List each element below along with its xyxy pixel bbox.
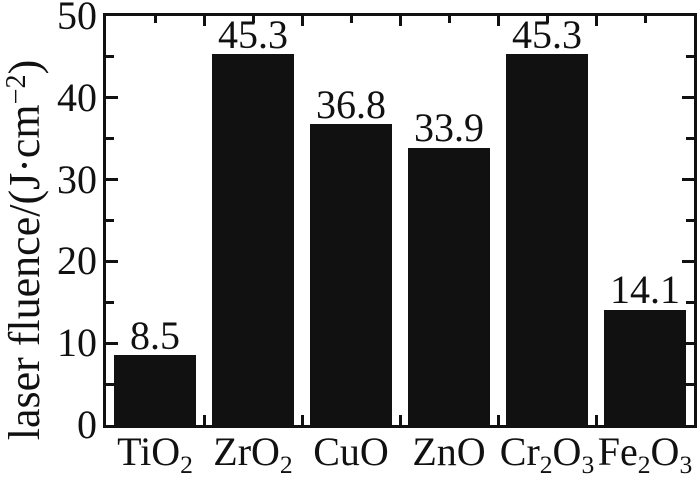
y-axis-tick-right <box>686 382 694 386</box>
x-axis-tick-top <box>202 16 206 26</box>
x-axis-tick-bottom <box>447 418 451 425</box>
y-axis-tick-left <box>106 137 114 141</box>
x-axis-tick-top <box>300 16 304 26</box>
x-axis-tick-bottom <box>496 415 500 425</box>
bar-Fe2O3 <box>604 309 686 425</box>
x-axis-tick-bottom <box>300 415 304 425</box>
y-tick-label: 40 <box>57 74 97 120</box>
subscript: 2 <box>180 450 193 477</box>
subscript: 2 <box>539 450 553 477</box>
bar-TiO2 <box>114 355 196 425</box>
y-axis-tick-left <box>106 55 114 59</box>
y-axis-tick-right <box>686 219 694 222</box>
bar-value-label: 33.9 <box>414 105 484 151</box>
x-category-label: TiO2 <box>117 431 193 477</box>
y-axis-tick-right <box>686 137 694 141</box>
x-axis-tick-bottom <box>643 418 647 425</box>
bar-value-label: 36.8 <box>316 81 386 127</box>
bar-Cr2O3 <box>506 54 588 425</box>
y-axis-tick-right <box>682 341 694 345</box>
y-tick-label: 10 <box>57 320 97 366</box>
bar-ZnO <box>408 147 490 425</box>
y-tick-label: 30 <box>57 156 97 202</box>
x-axis-tick-bottom <box>594 415 598 425</box>
subscript: 3 <box>581 450 595 477</box>
y-axis-tick-right <box>682 178 694 182</box>
x-axis-tick-bottom <box>398 415 402 425</box>
x-axis-tick-bottom <box>251 418 255 425</box>
y-axis-tick-left <box>106 178 118 182</box>
y-axis-tick-right <box>686 55 694 59</box>
x-axis-tick-top <box>447 16 451 23</box>
x-axis-tick-bottom <box>153 418 157 425</box>
plot-inner: 8.5 45.3 36.8 33.9 45.3 14.1 <box>106 13 694 425</box>
subscript: 2 <box>637 450 651 477</box>
x-category-label: ZrO2 <box>213 431 292 477</box>
y-tick-label: 50 <box>57 0 97 38</box>
y-axis-tick-left <box>106 341 118 345</box>
y-tick-label: 20 <box>57 238 97 284</box>
x-axis-tick-bottom <box>349 418 353 425</box>
x-axis-tick-top <box>349 16 353 23</box>
y-axis-tick-left <box>106 96 118 100</box>
x-axis-tick-top <box>643 16 647 23</box>
y-axis-tick-left <box>106 382 114 386</box>
bar-CuO <box>310 123 392 425</box>
x-category-label: Fe2O3 <box>598 431 692 477</box>
x-axis-tick-bottom <box>545 418 549 425</box>
bar-value-label: 14.1 <box>610 267 680 313</box>
y-axis-tick-right <box>686 300 694 304</box>
x-axis-tick-top <box>153 16 157 23</box>
subscript: 3 <box>679 450 693 477</box>
x-axis-tick-top <box>545 16 549 23</box>
y-axis-tick-left <box>106 259 118 263</box>
bar-value-label: 8.5 <box>130 313 180 359</box>
x-axis-tick-top <box>251 16 255 23</box>
x-category-label: ZnO <box>412 429 486 474</box>
x-category-label: Cr2O3 <box>500 431 594 477</box>
x-axis-tick-bottom <box>202 415 206 425</box>
x-axis-tick-top <box>496 16 500 26</box>
y-axis-tick-right <box>682 96 694 100</box>
subscript: 2 <box>279 450 293 477</box>
x-axis-tick-top <box>398 16 402 26</box>
y-axis-tick-left <box>106 219 114 222</box>
y-tick-label: 0 <box>77 402 97 447</box>
bar-ZrO2 <box>212 54 294 425</box>
y-axis-tick-left <box>106 300 114 304</box>
y-axis-tick-right <box>682 259 694 263</box>
x-axis-tick-top <box>594 16 598 26</box>
x-category-label: CuO <box>313 429 389 474</box>
plot-area <box>103 13 697 428</box>
